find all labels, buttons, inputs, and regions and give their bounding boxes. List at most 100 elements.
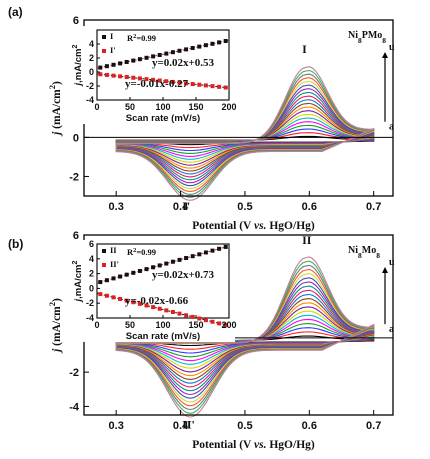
inset-point <box>177 48 182 53</box>
inset-fit-equation-1: y=0.02x+0.53 <box>152 57 215 69</box>
y-tick-label: -2 <box>69 367 79 379</box>
inset-r2-label: R2=0.99 <box>127 33 156 44</box>
inset-x-tick-label: 50 <box>125 320 135 330</box>
inset-point <box>203 43 208 48</box>
inset-y-tick-label: 4 <box>89 39 94 49</box>
inset-point <box>98 72 103 77</box>
inset-point <box>98 280 103 285</box>
anodic-peak-label: II <box>302 233 312 247</box>
inset-y-tick-label: 2 <box>89 53 94 63</box>
inset-point <box>197 44 202 49</box>
panel-label: (a) <box>8 5 23 19</box>
inset-legend-marker <box>102 35 106 39</box>
inset-point <box>137 57 142 62</box>
cv-curves <box>115 66 375 201</box>
x-tick-label: 0.5 <box>237 201 252 213</box>
inset-point <box>111 62 116 67</box>
inset-point <box>137 76 142 81</box>
inset-point <box>157 306 162 311</box>
inset-point <box>184 47 189 52</box>
inset-y-tick-label: -4 <box>86 95 94 105</box>
inset-point <box>124 59 129 64</box>
inset-point <box>164 261 169 266</box>
x-axis-label: Potential (V vs. HgO/Hg) <box>192 439 315 451</box>
inset-point <box>124 298 129 303</box>
inset-point <box>124 75 129 80</box>
inset-point <box>210 84 215 89</box>
inset-y-tick-label: -2 <box>86 81 94 91</box>
inset-point <box>144 77 149 82</box>
inset-point <box>164 308 169 313</box>
inset: 0 50 100 150 200 -4 -2 0 2 4 6 Scan rate (mV/s) j,mA… <box>71 239 237 342</box>
inset-y-tick-label: -2 <box>86 298 94 308</box>
inset-point <box>118 74 123 79</box>
scan-arrow-head <box>382 52 388 58</box>
inset-point <box>203 318 208 323</box>
x-tick-label: 0.5 <box>237 420 252 432</box>
inset-point <box>223 323 228 328</box>
inset-point <box>197 252 202 257</box>
inset-point <box>217 40 222 45</box>
inset-point <box>118 61 123 66</box>
x-tick-label: 0.7 <box>366 201 381 213</box>
scan-end-label: u <box>389 42 395 53</box>
inset-point <box>111 276 116 281</box>
inset-fit-equation-1: y=0.02x+0.73 <box>152 269 215 281</box>
inset-legend-marker <box>102 49 106 53</box>
inset-point <box>111 73 116 78</box>
scan-arrow-head <box>382 267 388 273</box>
inset-point <box>131 270 136 275</box>
inset-point <box>184 313 189 318</box>
inset-point <box>170 79 175 84</box>
inset-point <box>223 244 228 249</box>
scan-start-label: a <box>389 324 394 335</box>
inset-x-tick-label: 0 <box>94 320 99 330</box>
y-tick-label: 6 <box>73 230 79 242</box>
inset-r2-label: R2=0.99 <box>127 247 156 258</box>
inset-point <box>98 292 103 297</box>
inset-legend-label: II' <box>110 259 119 269</box>
y-axis-label: j (mA/cm2) <box>47 81 63 137</box>
inset-point <box>124 272 129 277</box>
inset-legend-marker <box>102 249 106 253</box>
panel-b: (b) Ni8Mo8 0.3 0.4 0.5 0.6 0.7 -4 -2 0 2 4 6 j (mA/cm… <box>8 230 395 451</box>
x-tick-label: 0.7 <box>366 420 381 432</box>
inset-point <box>184 81 189 86</box>
inset-x-tick-label: 50 <box>125 102 135 112</box>
inset-x-tick-label: 200 <box>221 320 236 330</box>
y-tick-label: -2 <box>69 171 79 183</box>
cv-curve-20 <box>115 256 375 418</box>
inset-y-tick-label: 0 <box>89 283 94 293</box>
inset-point <box>131 58 136 63</box>
inset-point <box>203 250 208 255</box>
inset-point <box>170 50 175 55</box>
y-tick-label: 6 <box>73 15 79 27</box>
x-tick-label: 0.6 <box>302 201 317 213</box>
inset-point <box>177 80 182 85</box>
y-axis-label: j (mA/cm2) <box>47 298 63 354</box>
inset-point <box>151 77 156 82</box>
inset-point <box>137 268 142 273</box>
inset-point <box>210 41 215 46</box>
scan-start-label: a <box>389 122 394 133</box>
y-tick-label: 0 <box>73 132 79 144</box>
inset-point <box>137 301 142 306</box>
inset-point <box>104 64 109 69</box>
panel-label: (b) <box>8 237 23 251</box>
inset-point <box>144 55 149 60</box>
inset-point <box>190 82 195 87</box>
inset-point <box>170 310 175 315</box>
inset-point <box>98 65 103 70</box>
inset-point <box>118 296 123 301</box>
inset-point <box>177 311 182 316</box>
inset-legend-label: I' <box>110 45 116 55</box>
inset-point <box>223 38 228 43</box>
inset-x-axis-label: Scan rate (mV/s) <box>126 331 200 342</box>
scan-end-label: u <box>389 257 395 268</box>
x-tick-label: 0.6 <box>302 420 317 432</box>
inset: 0 50 100 150 200 -4 -2 0 2 4 Scan rate (mV/s) j,mA/… <box>71 26 237 124</box>
inset-point <box>217 321 222 326</box>
inset-point <box>184 256 189 261</box>
inset-point <box>217 84 222 89</box>
